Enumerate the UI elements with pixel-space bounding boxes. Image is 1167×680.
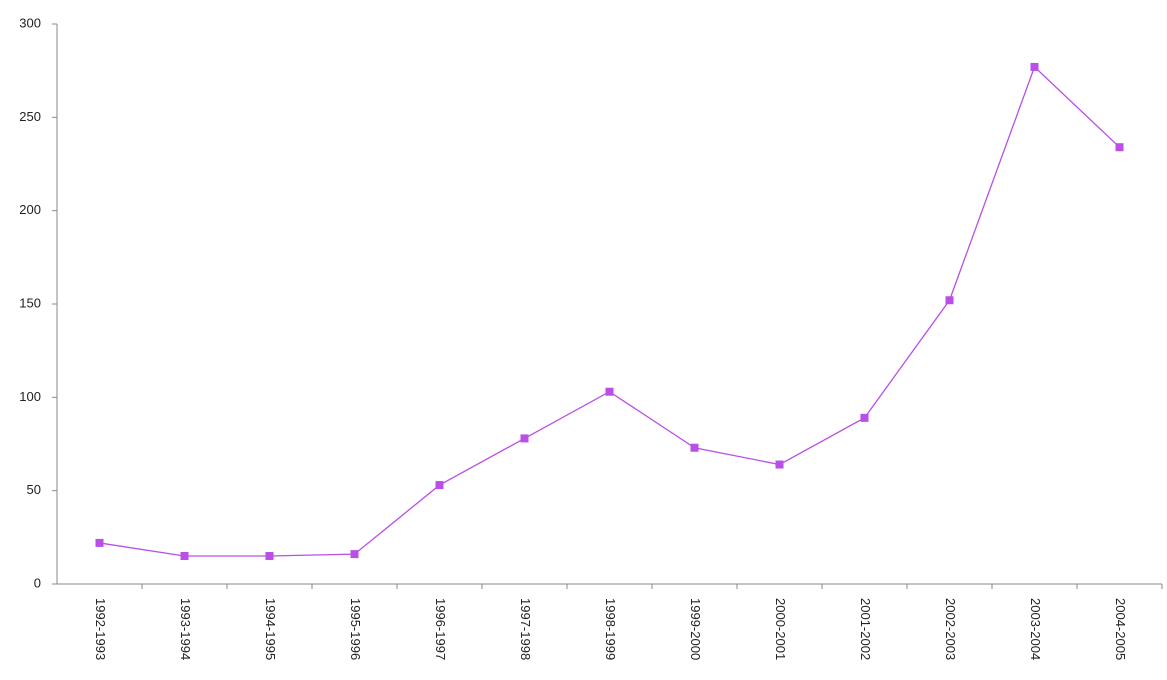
x-tick-label: 2001-2002 (858, 598, 873, 660)
x-tick-label: 1998-1999 (603, 598, 618, 660)
marker (775, 460, 784, 469)
marker (605, 387, 614, 396)
x-tick-label: 2002-2003 (943, 598, 958, 660)
marker (690, 443, 699, 452)
x-tick-label: 2004-2005 (1113, 598, 1128, 660)
x-tick-label: 2000-2001 (773, 598, 788, 660)
marker (945, 296, 954, 305)
x-tick-label: 1996-1997 (433, 598, 448, 660)
y-tick-label: 150 (19, 295, 41, 310)
y-tick-label: 0 (34, 575, 41, 590)
x-tick-label: 1994-1995 (263, 598, 278, 660)
marker (265, 552, 274, 560)
y-tick-label: 100 (19, 389, 41, 404)
marker (860, 413, 869, 422)
y-tick-label: 250 (19, 109, 41, 124)
x-tick-label: 1999-2000 (688, 598, 703, 660)
y-tick-label: 200 (19, 202, 41, 217)
x-tick-label: 1997-1998 (518, 598, 533, 660)
x-tick-label: 2003-2004 (1028, 598, 1043, 660)
x-tick-label: 1992-1993 (93, 598, 108, 660)
x-tick-label: 1995-1996 (348, 598, 363, 660)
marker (1115, 143, 1124, 152)
line (99, 65, 1120, 557)
marker (180, 552, 189, 560)
y-tick-label: 300 (19, 15, 41, 30)
marker (520, 434, 529, 443)
marker (95, 538, 104, 547)
marker (1030, 62, 1039, 71)
x-tick-label: 1993-1994 (178, 598, 193, 660)
y-tick-label: 50 (27, 482, 41, 497)
marker (350, 550, 359, 559)
marker (435, 481, 444, 490)
